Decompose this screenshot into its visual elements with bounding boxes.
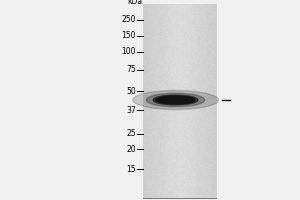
Bar (142, 4, 216, 198)
Text: 75: 75 (126, 66, 136, 74)
Text: 25: 25 (126, 130, 136, 139)
Text: 15: 15 (126, 164, 136, 173)
Text: 100: 100 (122, 47, 136, 56)
Text: 50: 50 (126, 87, 136, 96)
Text: 37: 37 (126, 106, 136, 114)
Text: 250: 250 (122, 16, 136, 24)
Ellipse shape (153, 95, 198, 105)
Ellipse shape (133, 90, 218, 110)
Ellipse shape (146, 93, 205, 107)
Text: 150: 150 (122, 31, 136, 40)
Ellipse shape (156, 96, 195, 104)
Text: kDa: kDa (127, 0, 142, 6)
Text: 20: 20 (126, 144, 136, 154)
